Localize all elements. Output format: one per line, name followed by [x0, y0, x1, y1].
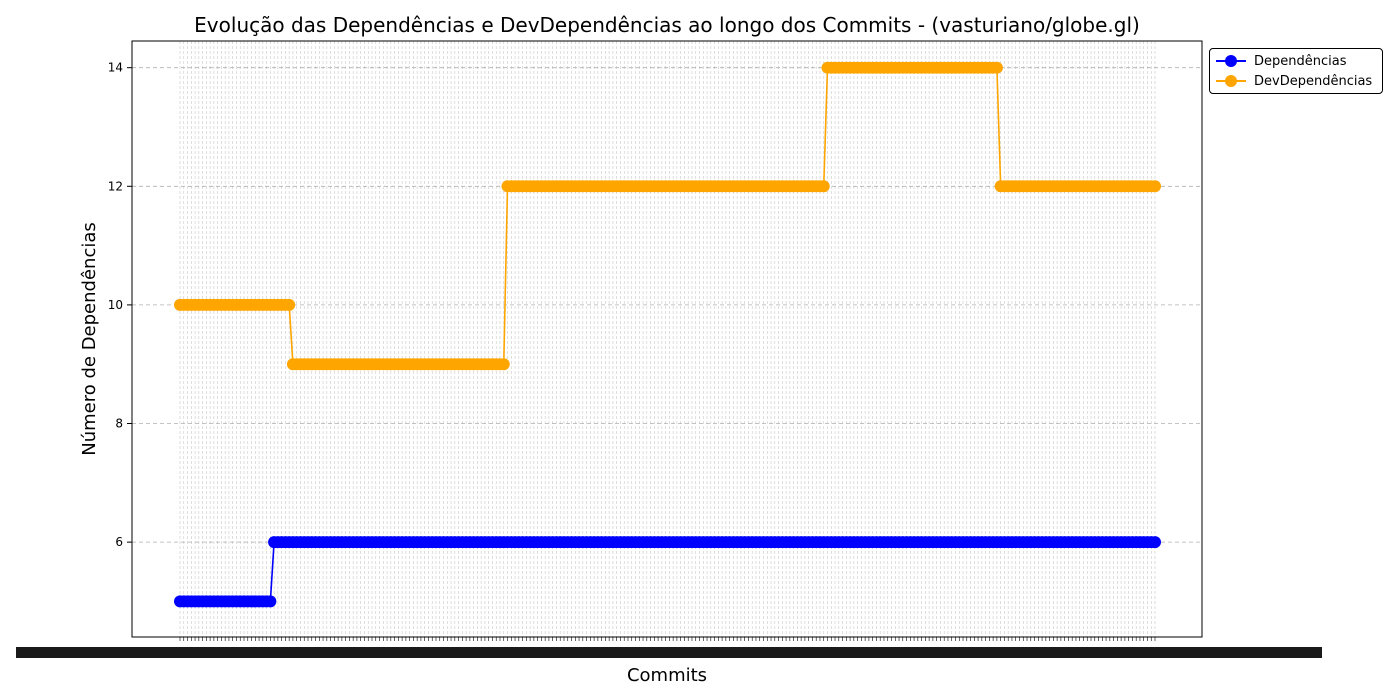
- legend: Dependências DevDependências: [1209, 48, 1383, 94]
- legend-item-devdependencias: DevDependências: [1216, 71, 1372, 91]
- y-axis-label: Número de Dependências: [79, 222, 100, 456]
- data-point-0: [264, 595, 277, 608]
- x-tick-labels-band: [16, 647, 1322, 658]
- data-point-0: [1149, 536, 1161, 549]
- y-tick-label: 12: [108, 179, 123, 193]
- y-tick-label: 14: [108, 61, 123, 75]
- x-axis-label: Commits: [627, 665, 707, 686]
- series-line-0: [180, 541, 1155, 603]
- legend-swatch-devdependencias: [1216, 74, 1246, 88]
- legend-item-dependencias: Dependências: [1216, 51, 1347, 71]
- legend-label-dependencias: Dependências: [1254, 53, 1347, 69]
- legend-swatch-dependencias: [1216, 54, 1246, 68]
- legend-label-devdependencias: DevDependências: [1254, 73, 1373, 89]
- y-tick-label: 6: [115, 535, 123, 549]
- data-point-1: [283, 298, 296, 311]
- series-line-1: [180, 66, 1155, 365]
- series-layer: [174, 61, 1161, 608]
- data-point-1: [497, 358, 510, 371]
- plot-area: [131, 40, 1203, 638]
- data-point-1: [817, 180, 830, 193]
- data-point-1: [990, 61, 1003, 74]
- x-axis: [16, 637, 1322, 658]
- y-axis: 6 8 10 12 14: [108, 61, 132, 549]
- data-point-1: [1149, 180, 1161, 193]
- y-tick-label: 10: [108, 298, 123, 312]
- chart-title: Evolução das Dependências e DevDependênc…: [194, 13, 1140, 37]
- y-tick-label: 8: [115, 417, 123, 431]
